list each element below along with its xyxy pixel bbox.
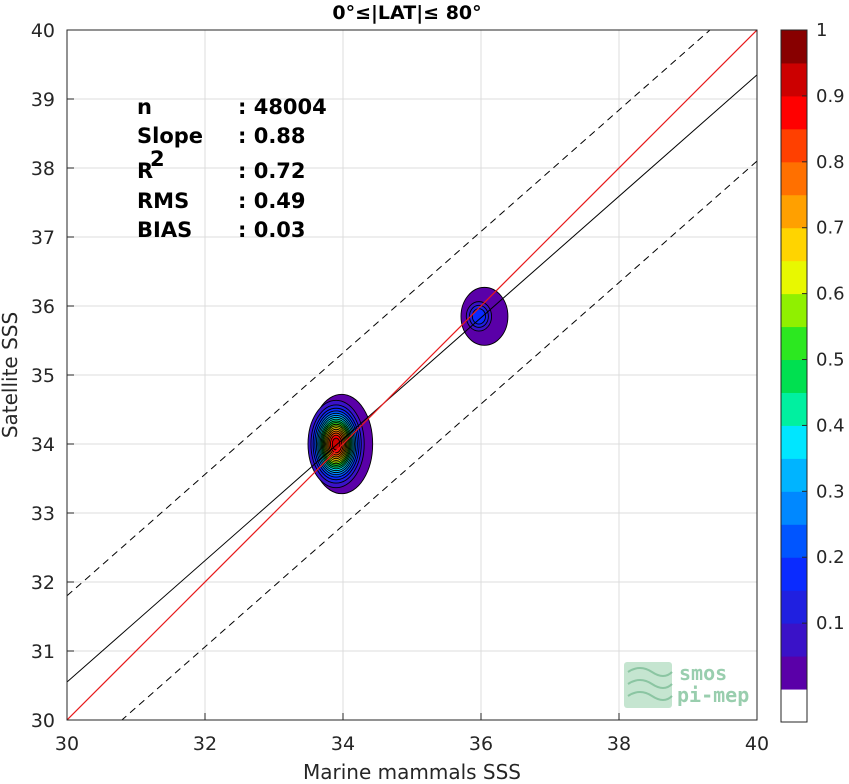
colorbar-tick-label: 0.2 [816,547,845,568]
stat-label: n [137,95,152,119]
regression-line [67,74,757,683]
lower-bound-line [121,160,757,720]
x-tick-label: 30 [55,733,79,755]
colorbar-segment [781,30,807,64]
colorbar-tick-label: 0.6 [816,284,845,305]
colorbar-segment [781,392,807,426]
identity-line [67,30,757,720]
x-axis-label: Marine mammals SSS [303,760,521,784]
colorbar-segment [781,161,807,196]
stat-label: RMS [137,189,189,213]
colorbar-segment [781,326,807,361]
colorbar-tick-label: 0.7 [816,218,845,239]
stat-label: BIAS [137,218,192,242]
stat-value: : 0.72 [238,159,306,183]
colorbar-tick-label: 0.4 [816,415,845,436]
y-tick-label: 38 [31,158,55,180]
x-tick-label: 40 [745,733,769,755]
colorbar-ticks: 0.1 0.2 0.3 0.4 0.5 0.6 0.7 0.8 0.9 1 [802,20,845,634]
colorbar-segment [781,557,807,591]
x-tick-label: 36 [469,733,493,755]
y-axis-ticks: 30 31 32 33 34 35 36 37 38 39 40 [31,20,74,732]
upper-bound-line [67,30,711,597]
density-contour [471,308,486,325]
colorbar-segment [781,194,807,229]
colorbar [781,30,807,723]
colorbar-segment [781,62,807,97]
colorbar-segment [781,689,807,723]
y-tick-label: 33 [31,503,55,525]
colorbar-tick-label: 1 [816,20,827,41]
x-tick-label: 38 [607,733,631,755]
chart-title: 0°≤|LAT|≤ 80° [332,2,481,24]
colorbar-tick-label: 0.3 [816,481,845,502]
fit-lines [67,30,757,720]
x-tick-label: 34 [331,733,355,755]
y-tick-label: 30 [31,710,55,732]
colorbar-segment [781,293,807,328]
stat-value: : 0.88 [238,124,306,148]
colorbar-tick-label: 0.9 [816,86,845,107]
colorbar-tick-label: 0.5 [816,350,845,371]
y-tick-label: 34 [31,434,55,456]
x-tick-label: 32 [193,733,217,755]
colorbar-segment [781,656,807,690]
stat-value: : 0.03 [238,218,306,242]
stat-value: : 48004 [238,95,327,119]
y-axis-label: Satellite SSS [0,312,22,438]
y-tick-label: 31 [31,641,55,663]
colorbar-tick-label: 0.1 [816,613,845,634]
y-tick-label: 37 [31,227,55,249]
colorbar-tick-label: 0.8 [816,152,845,173]
colorbar-segment [781,425,807,459]
y-tick-label: 36 [31,296,55,318]
stat-label: R [137,159,153,183]
colorbar-segment [781,458,807,492]
colorbar-frame [780,29,808,723]
statistics-box: n : 48004 Slope : 0.88 R2 : 0.72 RMS : 0.49 BIAS… [137,95,327,242]
y-tick-label: 39 [31,89,55,111]
grid [66,29,758,721]
colorbar-segment [781,491,807,525]
logo-text-line1: smos [679,661,727,685]
logo-text-line2: pi-mep [677,683,749,707]
y-tick-label: 32 [31,572,55,594]
colorbar-segment [781,359,807,393]
smos-pi-mep-logo: smos pi-mep [624,661,749,708]
y-tick-label: 40 [31,20,55,42]
stat-label-superscript: 2 [150,147,165,171]
colorbar-segment [781,623,807,657]
colorbar-segment [781,128,807,163]
stat-value: : 0.49 [238,189,306,213]
colorbar-segment [781,590,807,624]
colorbar-segment [781,95,807,130]
stat-label: Slope [137,124,203,148]
logo-wave-icon [624,662,673,708]
colorbar-segment [781,227,807,262]
colorbar-segment [781,524,807,558]
y-tick-label: 35 [31,365,55,387]
colorbar-segment [781,260,807,295]
x-axis-ticks: 30 32 34 36 38 40 [55,713,769,755]
